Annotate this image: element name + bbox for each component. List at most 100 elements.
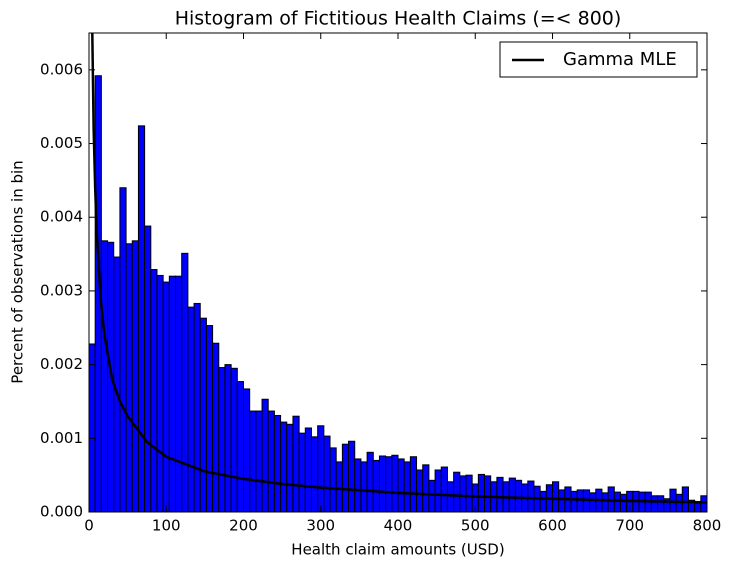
bar [403, 461, 411, 512]
bar [212, 342, 220, 512]
x-tick-label: 500 [461, 517, 490, 535]
y-axis-label: Percent of observations in bin [9, 160, 27, 383]
bar [508, 477, 516, 512]
bar [422, 464, 430, 512]
bar [694, 502, 702, 512]
legend: Gamma MLE [499, 41, 698, 78]
bar [249, 410, 257, 512]
x-tick-label: 600 [538, 517, 567, 535]
bar [453, 471, 461, 512]
bar [255, 410, 263, 512]
bar [144, 225, 152, 512]
x-tick-label: 800 [693, 517, 722, 535]
bar [477, 473, 486, 512]
y-tick-label: 0.001 [40, 429, 83, 447]
bar [527, 480, 535, 512]
bar [385, 456, 393, 512]
bar [514, 479, 523, 512]
bar [137, 125, 146, 512]
bar [700, 495, 707, 512]
bar [366, 451, 374, 512]
legend-label: Gamma MLE [563, 49, 677, 70]
bar [409, 456, 418, 512]
bar [341, 443, 350, 512]
bar [218, 367, 226, 512]
bar [335, 461, 343, 512]
bar [391, 454, 399, 512]
bar [156, 274, 164, 512]
bar [650, 495, 659, 512]
y-tick-label: 0.002 [40, 355, 83, 373]
bar [236, 381, 245, 512]
bar [89, 343, 96, 512]
bar [292, 415, 300, 512]
bar [372, 459, 380, 512]
y-tick-label: 0.000 [40, 503, 83, 521]
bar [193, 302, 201, 512]
bar [496, 476, 504, 512]
x-tick-label: 700 [615, 517, 644, 535]
bar [304, 427, 312, 512]
bar [310, 436, 319, 512]
y-tick-label: 0.004 [40, 208, 83, 226]
x-tick-label: 0 [84, 517, 94, 535]
bar [570, 490, 578, 512]
bar [459, 475, 467, 512]
bar [619, 493, 628, 512]
bar [354, 458, 362, 512]
y-tick-label: 0.005 [40, 134, 83, 152]
bar [125, 243, 133, 512]
bar [397, 458, 405, 512]
bar [428, 479, 436, 512]
bar [446, 481, 455, 512]
bar [273, 414, 282, 512]
bar [539, 490, 547, 512]
bar [657, 495, 665, 512]
bar [465, 474, 473, 512]
bar [484, 475, 492, 512]
x-tick-label: 400 [384, 517, 413, 535]
plot-area [89, 33, 707, 512]
bar [162, 281, 170, 512]
bar [317, 425, 325, 512]
bar [348, 440, 356, 512]
fit-line [91, 33, 707, 504]
y-tick-label: 0.006 [40, 60, 83, 78]
bar [280, 421, 288, 512]
bar [131, 240, 139, 512]
bar [681, 486, 689, 512]
bar [119, 187, 127, 512]
bar [576, 489, 584, 512]
bar [613, 491, 621, 512]
bar [175, 275, 183, 512]
bar [267, 410, 275, 512]
bar [298, 432, 306, 512]
bar [286, 423, 294, 512]
x-tick-label: 100 [152, 517, 181, 535]
y-tick-label: 0.003 [40, 281, 83, 299]
bar [261, 398, 269, 512]
bar [199, 317, 207, 512]
x-axis-label: Health claim amounts (USD) [291, 541, 504, 559]
bar [434, 469, 442, 512]
bar [187, 306, 195, 512]
bar [323, 435, 331, 512]
bar [150, 269, 158, 512]
x-tick-label: 300 [306, 517, 335, 535]
bar [601, 492, 609, 512]
bar [205, 325, 214, 512]
bar [589, 492, 597, 512]
bar [558, 489, 566, 512]
x-tick-label: 200 [229, 517, 258, 535]
bar [181, 252, 189, 512]
bar [168, 275, 177, 512]
bar [360, 461, 368, 512]
bar [552, 481, 560, 512]
bar [243, 388, 251, 512]
bar [224, 364, 232, 512]
bar [416, 469, 424, 512]
bar [329, 447, 337, 512]
chart-title: Histogram of Fictitious Health Claims (=… [175, 8, 622, 30]
bar [378, 455, 387, 512]
